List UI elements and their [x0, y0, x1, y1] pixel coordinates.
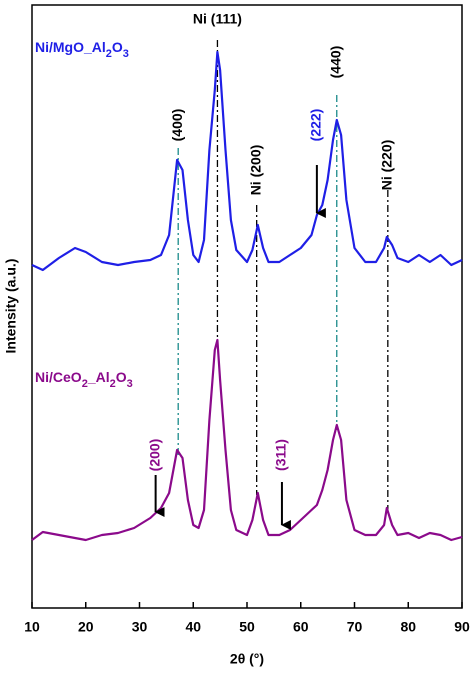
peak-label: (200) — [146, 439, 162, 472]
x-tick-label: 30 — [132, 619, 148, 635]
y-axis-label: Intensity (a.u.) — [3, 259, 19, 354]
x-tick-label: 70 — [347, 619, 363, 635]
peak-label: (400) — [169, 109, 185, 142]
peak-label: (311) — [273, 439, 289, 471]
peak-label: Ni (220) — [379, 140, 395, 191]
x-tick-label: 10 — [24, 619, 40, 635]
peak-label: (222) — [308, 109, 324, 142]
x-tick-label: 50 — [239, 619, 255, 635]
x-tick-label: 40 — [185, 619, 201, 635]
x-tick-label: 20 — [78, 619, 94, 635]
series-line — [31, 50, 463, 272]
x-tick-label: 60 — [293, 619, 309, 635]
peak-label: Ni (200) — [247, 145, 263, 196]
x-tick-label: 90 — [454, 619, 470, 635]
peak-label: (440) — [327, 46, 343, 79]
x-tick-label: 80 — [400, 619, 416, 635]
series-label: Ni/CeO2_Al2O3 — [35, 369, 133, 390]
plot-frame — [31, 4, 463, 609]
series-label: Ni/MgO_Al2O3 — [35, 39, 129, 60]
peak-label: Ni (111) — [193, 11, 242, 27]
x-axis-label: 2θ (°) — [230, 651, 264, 667]
